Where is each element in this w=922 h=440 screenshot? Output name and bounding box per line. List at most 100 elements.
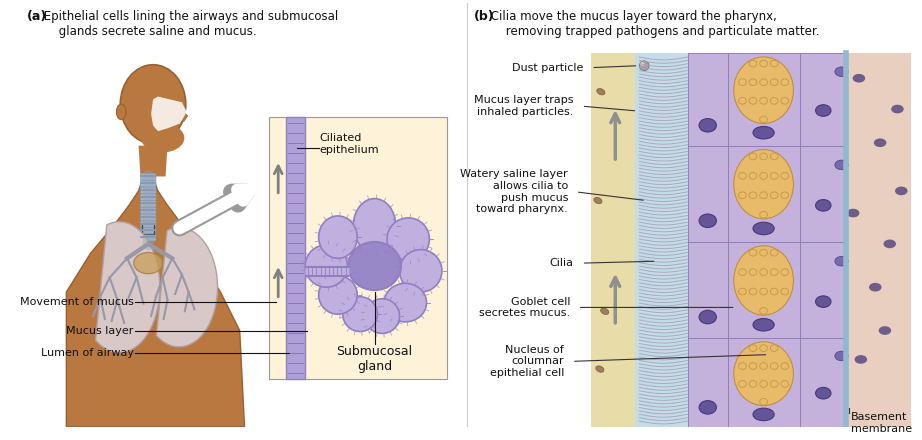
Ellipse shape (734, 150, 794, 219)
Ellipse shape (699, 400, 716, 414)
Polygon shape (66, 167, 244, 427)
Bar (688, 338, 728, 427)
Bar (800, 242, 846, 338)
Ellipse shape (597, 88, 605, 95)
Polygon shape (178, 109, 188, 121)
Bar (728, 53, 800, 146)
Text: Submucosal
gland: Submucosal gland (337, 345, 412, 373)
Bar (800, 53, 846, 146)
Ellipse shape (319, 216, 357, 258)
Ellipse shape (365, 299, 399, 334)
Ellipse shape (384, 283, 427, 322)
Ellipse shape (753, 319, 774, 331)
Text: Goblet cell
secretes mucus.: Goblet cell secretes mucus. (479, 297, 570, 318)
Text: Ciliated
epithelium: Ciliated epithelium (320, 133, 379, 154)
Ellipse shape (305, 245, 348, 287)
Ellipse shape (734, 57, 794, 124)
Bar (800, 338, 846, 427)
Circle shape (640, 62, 644, 66)
Text: Cilia: Cilia (550, 258, 573, 268)
Ellipse shape (816, 296, 831, 308)
FancyBboxPatch shape (140, 187, 156, 194)
FancyBboxPatch shape (140, 207, 156, 214)
Ellipse shape (853, 74, 865, 83)
Text: Dust particle: Dust particle (512, 62, 584, 73)
Ellipse shape (343, 297, 377, 331)
Ellipse shape (699, 214, 716, 227)
FancyBboxPatch shape (140, 214, 156, 221)
Bar (591, 53, 634, 427)
Ellipse shape (874, 139, 886, 147)
Bar (688, 242, 728, 338)
Ellipse shape (699, 118, 716, 132)
Ellipse shape (134, 253, 162, 274)
Polygon shape (96, 222, 160, 353)
Circle shape (639, 61, 649, 70)
Ellipse shape (834, 351, 848, 361)
Ellipse shape (869, 283, 881, 292)
Text: Watery saline layer
allows cilia to
push mucus
toward pharynx.: Watery saline layer allows cilia to push… (460, 169, 568, 214)
Ellipse shape (753, 222, 774, 235)
Text: Nucleus of
columnar
epithelial cell: Nucleus of columnar epithelial cell (490, 345, 564, 378)
Ellipse shape (116, 104, 126, 120)
Bar (634, 53, 688, 427)
Ellipse shape (816, 200, 831, 211)
FancyBboxPatch shape (140, 227, 156, 234)
Bar (688, 53, 728, 146)
Ellipse shape (734, 246, 794, 315)
Text: Lumen of airway: Lumen of airway (41, 348, 134, 358)
Polygon shape (151, 96, 187, 131)
Ellipse shape (353, 198, 396, 253)
Ellipse shape (734, 342, 794, 406)
Text: Mucus layer: Mucus layer (66, 326, 134, 336)
Ellipse shape (879, 326, 892, 335)
Bar (846, 53, 911, 427)
Ellipse shape (596, 366, 604, 372)
Bar (268, 117, 447, 379)
Ellipse shape (120, 65, 185, 144)
Text: (b): (b) (474, 10, 494, 23)
Ellipse shape (600, 308, 609, 315)
Ellipse shape (399, 249, 442, 292)
Polygon shape (138, 146, 168, 176)
Text: Basement
membrane: Basement membrane (851, 412, 913, 434)
Text: (a): (a) (27, 10, 47, 23)
Ellipse shape (141, 124, 184, 152)
Ellipse shape (699, 310, 716, 324)
Ellipse shape (834, 257, 848, 266)
Bar (142, 223, 154, 234)
Ellipse shape (319, 275, 357, 314)
Bar (728, 146, 800, 242)
Ellipse shape (834, 67, 848, 77)
Bar (688, 53, 846, 427)
Bar (728, 338, 800, 427)
Ellipse shape (753, 408, 774, 421)
Ellipse shape (855, 355, 867, 364)
Ellipse shape (816, 105, 831, 116)
FancyBboxPatch shape (140, 194, 156, 201)
Bar (286, 117, 305, 379)
Bar (688, 146, 728, 242)
Ellipse shape (895, 187, 907, 195)
Text: Movement of mucus: Movement of mucus (20, 297, 134, 307)
FancyBboxPatch shape (140, 173, 156, 180)
Text: Mucus layer traps
inhaled particles.: Mucus layer traps inhaled particles. (474, 95, 573, 117)
Ellipse shape (387, 218, 430, 260)
Ellipse shape (892, 105, 904, 114)
Ellipse shape (834, 160, 848, 170)
FancyBboxPatch shape (140, 201, 156, 207)
Text: Cilia move the mucus layer toward the pharynx,
     removing trapped pathogens a: Cilia move the mucus layer toward the ph… (487, 10, 820, 38)
Ellipse shape (348, 242, 401, 290)
Text: Epithelial cells lining the airways and submucosal
     glands secrete saline an: Epithelial cells lining the airways and … (41, 10, 338, 38)
FancyBboxPatch shape (140, 180, 156, 187)
Polygon shape (157, 227, 218, 347)
Ellipse shape (816, 387, 831, 399)
FancyBboxPatch shape (140, 234, 156, 241)
Bar (800, 146, 846, 242)
Bar (728, 242, 800, 338)
Ellipse shape (594, 197, 602, 204)
Ellipse shape (883, 239, 896, 248)
Ellipse shape (753, 126, 774, 139)
Ellipse shape (847, 209, 859, 217)
FancyBboxPatch shape (140, 221, 156, 227)
